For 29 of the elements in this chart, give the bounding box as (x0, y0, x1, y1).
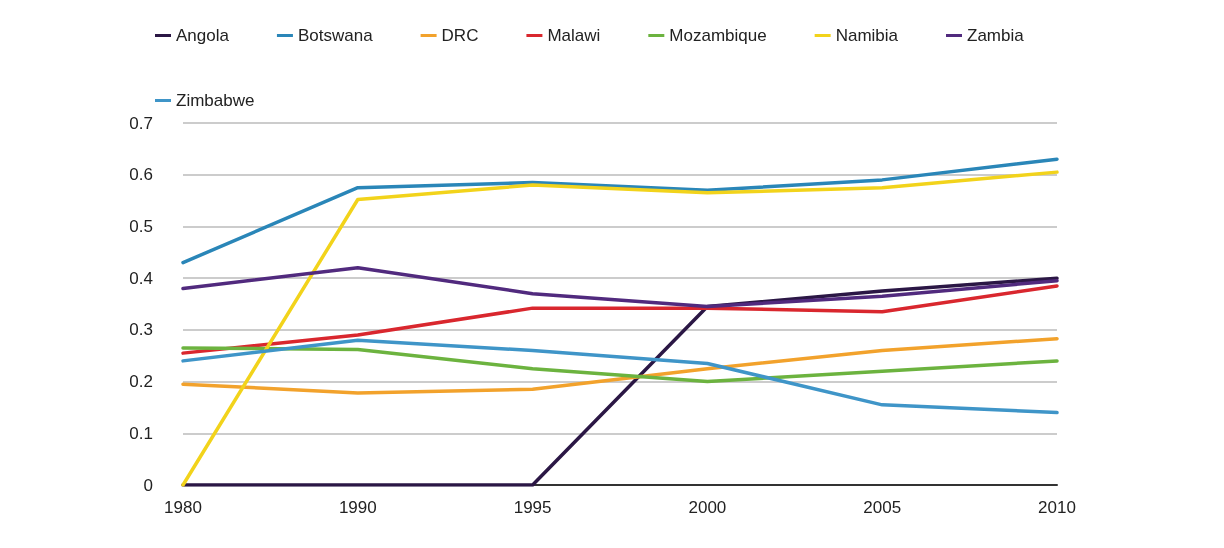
legend-label: DRC (441, 26, 479, 45)
line-series (181, 338, 1059, 415)
line-series (181, 157, 1059, 265)
y-tick-label: 0.5 (129, 216, 153, 236)
y-tick-label: 0.6 (129, 165, 153, 185)
x-tick-label: 1980 (164, 498, 202, 517)
legend-label: Mozambique (669, 26, 767, 45)
legend-label: Malawi (547, 26, 601, 45)
legend-label: Zimbabwe (176, 91, 255, 110)
x-tick-label: 1990 (338, 498, 377, 517)
y-tick-label: 0.7 (129, 113, 153, 133)
x-tick-label: 2005 (863, 498, 902, 517)
x-tick-label: 2000 (688, 498, 727, 517)
legend-label: Angola (176, 26, 230, 45)
y-tick-label: 0 (143, 475, 153, 495)
x-tick-label: 2010 (1038, 498, 1076, 517)
y-tick-label: 0.3 (129, 320, 153, 340)
legend-label: Zambia (967, 26, 1025, 45)
legend-label: Namibia (835, 26, 899, 45)
legend-label: Botswana (297, 26, 374, 45)
line-series (181, 284, 1059, 355)
line-series (181, 346, 1059, 384)
line-series (181, 170, 1059, 487)
x-tick-label: 1995 (513, 498, 552, 517)
line-series (181, 336, 1059, 395)
y-tick-label: 0.1 (129, 423, 153, 443)
y-tick-label: 0.4 (129, 268, 153, 288)
y-tick-label: 0.2 (129, 372, 153, 392)
line-series (181, 266, 1059, 309)
